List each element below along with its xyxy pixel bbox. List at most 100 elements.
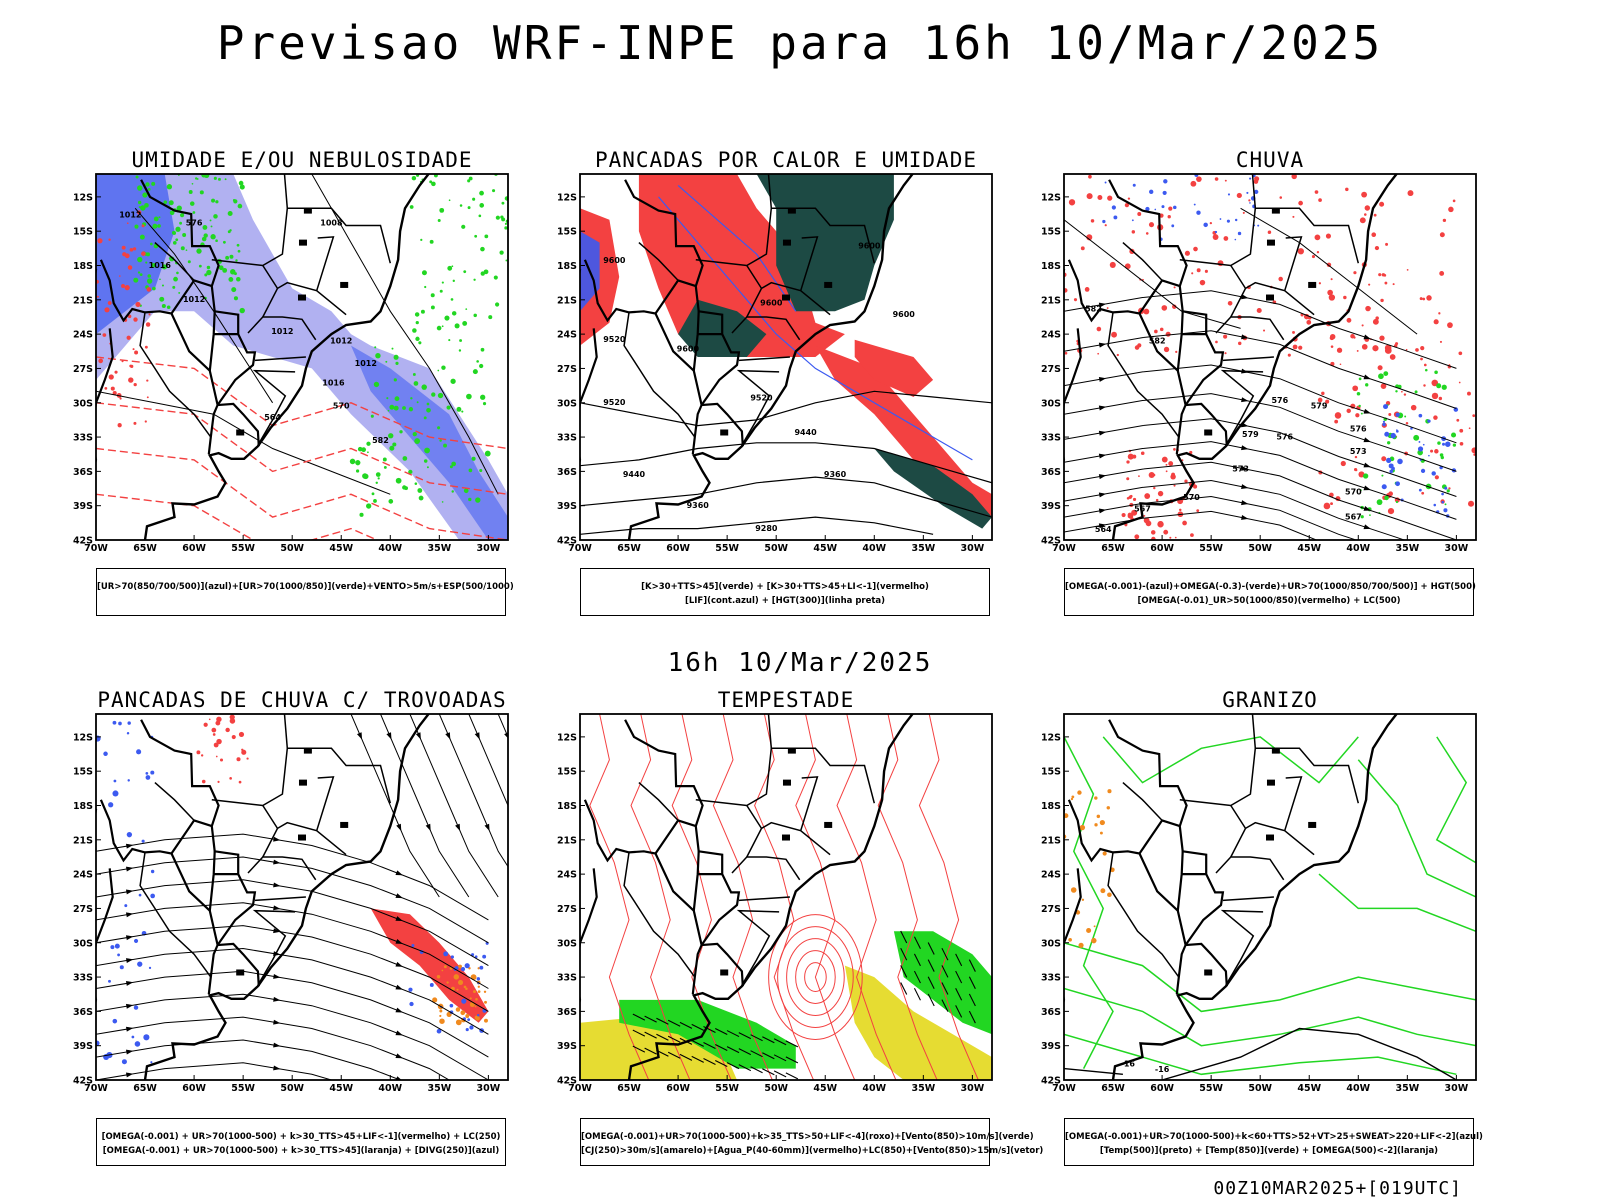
field-speck: [478, 214, 482, 218]
field-speck: [468, 497, 472, 502]
field-speck: [1278, 276, 1283, 282]
field-speck: [217, 780, 220, 783]
country-border: [140, 179, 257, 406]
flow-arrow: [273, 1019, 281, 1025]
field-speck: [1404, 415, 1407, 418]
flow-arrow: [1364, 555, 1372, 562]
field-speck: [141, 251, 146, 256]
lat-tick-label: 30S: [557, 938, 577, 949]
field-speck: [1441, 492, 1444, 496]
field-speck: [1365, 383, 1369, 387]
geopotential-line: [1064, 441, 1457, 520]
lat-tick-label: 30S: [1041, 938, 1061, 949]
lon-tick-label: 40W: [1346, 543, 1370, 554]
field-speck: [1343, 295, 1347, 300]
field-speck: [203, 233, 208, 238]
field-speck: [473, 278, 476, 281]
field-speck: [479, 468, 483, 473]
field-speck: [457, 979, 464, 986]
vector-arrow: [667, 1035, 681, 1043]
field-speck: [505, 259, 508, 262]
field-speck: [461, 224, 466, 229]
map-frame: [95, 713, 509, 1081]
field-speck: [456, 406, 462, 412]
contour-label: 570: [1183, 493, 1200, 502]
field-speck: [375, 481, 378, 484]
lat-tick-label: 21S: [73, 835, 93, 846]
contour-label: 567: [1345, 512, 1362, 521]
vector-arrow: [726, 1030, 740, 1038]
geography-layer: [96, 714, 431, 1080]
field-speck: [1318, 282, 1322, 285]
field-speck: [108, 238, 111, 241]
field-speck: [1468, 427, 1471, 430]
flow-arrow: [1098, 342, 1107, 348]
field-speck: [175, 226, 181, 232]
vector-arrow: [726, 1062, 740, 1070]
field-speck: [437, 219, 441, 222]
field-speck: [1369, 307, 1371, 310]
field-speck: [460, 1010, 466, 1016]
state-border: [1251, 174, 1257, 209]
field-speck: [1419, 297, 1423, 301]
flow-arrow: [1241, 515, 1249, 520]
state-border: [799, 236, 819, 291]
field-speck: [1415, 348, 1419, 352]
lake-feature: [340, 821, 349, 828]
field-speck: [1434, 449, 1439, 454]
field-speck: [1353, 404, 1355, 407]
field-speck: [1126, 496, 1130, 500]
field-speck: [195, 177, 198, 180]
contour-labels: -16 -16: [1121, 1059, 1170, 1074]
field-speck: [1172, 304, 1177, 309]
temp-850-contours: [1064, 736, 1476, 1076]
field-speck: [1353, 467, 1358, 472]
field-speck: [443, 443, 447, 448]
field-speck: [1184, 250, 1190, 256]
field-speck: [1131, 509, 1138, 516]
streamline: [350, 714, 440, 898]
field-speck: [1298, 345, 1303, 350]
field-speck: [1382, 422, 1386, 427]
field-speck: [451, 311, 457, 316]
state-border: [1283, 776, 1303, 831]
lake-feature: [303, 747, 312, 754]
lat-tick-label: 15S: [73, 227, 93, 238]
field-speck: [127, 721, 131, 725]
field-speck: [1407, 190, 1414, 197]
field-speck: [437, 392, 444, 399]
field-speck: [1372, 318, 1379, 325]
field-speck: [196, 248, 202, 254]
field-speck: [1169, 536, 1172, 539]
field-speck: [399, 430, 403, 434]
lat-tick-label: 15S: [73, 767, 93, 778]
country-border: [1138, 819, 1181, 855]
state-border: [638, 782, 679, 821]
lon-tick-label: 35W: [1395, 543, 1419, 554]
field-speck: [1395, 412, 1400, 417]
field-speck: [182, 233, 187, 237]
field-speck: [126, 222, 129, 225]
field-speck: [1086, 928, 1092, 934]
lat-tick-label: 36S: [1041, 1007, 1061, 1018]
field-speck: [159, 296, 165, 302]
field-speck: [1340, 460, 1346, 467]
lon-tick-label: 55W: [715, 543, 739, 554]
field-speck: [1365, 305, 1371, 312]
field-speck: [1311, 255, 1315, 259]
field-speck: [168, 200, 174, 206]
field-speck: [441, 325, 444, 328]
plot-area: [1064, 714, 1476, 1080]
contour-label: 570: [1345, 487, 1362, 496]
field-speck: [482, 954, 487, 959]
field-speck: [126, 731, 130, 735]
vector-arrow: [738, 1064, 752, 1072]
field-speck: [145, 775, 151, 780]
streamline-red: [589, 714, 650, 1080]
field-speck: [209, 219, 212, 222]
vector-arrow: [632, 1029, 646, 1037]
field-speck: [1167, 215, 1171, 219]
vector-arrow: [691, 1039, 704, 1047]
field-speck: [203, 722, 208, 727]
lon-tick-label: 55W: [1199, 543, 1223, 554]
